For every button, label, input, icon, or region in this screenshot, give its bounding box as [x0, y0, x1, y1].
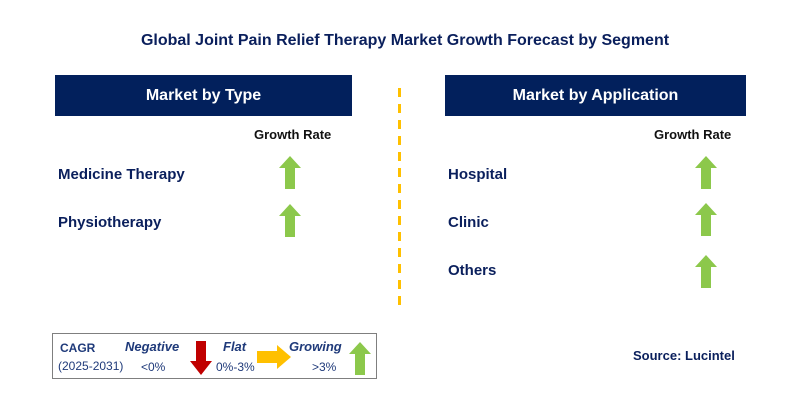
legend-period: (2025-2031) — [58, 359, 124, 373]
market-by-type-header: Market by Type — [55, 75, 352, 116]
segment-label-others: Others — [448, 262, 497, 279]
legend-flat-label: Flat — [223, 339, 247, 354]
up-arrow-icon — [695, 203, 717, 236]
segment-label-physiotherapy: Physiotherapy — [58, 214, 162, 231]
up-arrow-icon — [279, 204, 301, 237]
source-label: Source: Lucintel — [633, 348, 735, 363]
page-title: Global Joint Pain Relief Therapy Market … — [140, 32, 670, 49]
legend-growing-label: Growing — [289, 339, 342, 354]
legend-cagr-label: CAGR — [60, 341, 96, 355]
growth-rate-label-type: Growth Rate — [254, 127, 332, 142]
legend-growing-range: >3% — [312, 360, 337, 374]
segment-label-medicine-therapy: Medicine Therapy — [58, 166, 185, 183]
segment-label-clinic: Clinic — [448, 214, 489, 231]
market-by-application-header: Market by Application — [445, 75, 746, 116]
down-arrow-icon — [190, 341, 212, 375]
legend-flat-range: 0%-3% — [216, 360, 255, 374]
growth-rate-label-application: Growth Rate — [654, 127, 732, 142]
up-arrow-icon — [349, 342, 371, 375]
right-arrow-icon — [257, 345, 291, 369]
up-arrow-icon — [279, 156, 301, 189]
legend-negative-label: Negative — [125, 339, 180, 354]
legend-negative-range: <0% — [141, 360, 166, 374]
cagr-legend: CAGR (2025-2031) Negative <0% Flat 0%-3%… — [52, 333, 377, 379]
up-arrow-icon — [695, 156, 717, 189]
up-arrow-icon — [695, 255, 717, 288]
dashed-divider — [398, 88, 401, 310]
segment-label-hospital: Hospital — [448, 166, 508, 183]
